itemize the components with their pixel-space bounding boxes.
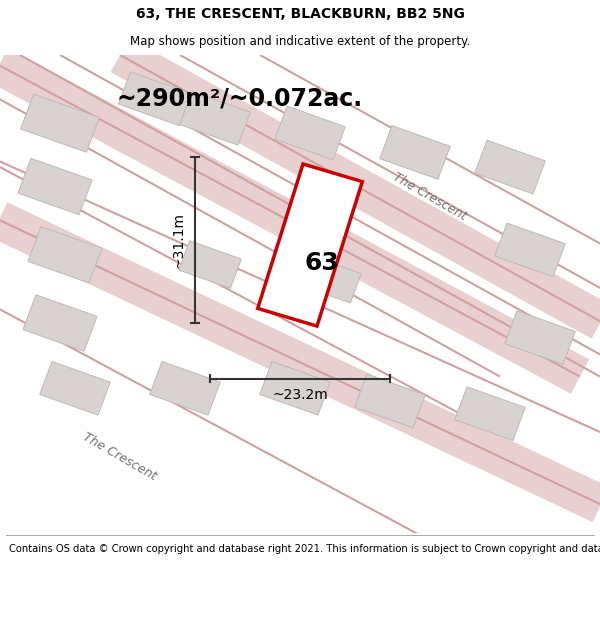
Text: 63: 63 xyxy=(305,251,340,274)
Polygon shape xyxy=(495,223,565,277)
Polygon shape xyxy=(257,164,362,326)
Polygon shape xyxy=(179,241,241,288)
Text: ~23.2m: ~23.2m xyxy=(272,388,328,402)
Text: The Crescent: The Crescent xyxy=(81,430,159,482)
Polygon shape xyxy=(40,361,110,415)
Text: The Crescent: The Crescent xyxy=(391,170,469,222)
Polygon shape xyxy=(260,361,330,415)
Polygon shape xyxy=(23,295,97,351)
Polygon shape xyxy=(150,361,220,415)
Text: Contains OS data © Crown copyright and database right 2021. This information is : Contains OS data © Crown copyright and d… xyxy=(9,544,600,554)
Polygon shape xyxy=(505,311,575,364)
Polygon shape xyxy=(28,226,102,283)
Polygon shape xyxy=(475,140,545,194)
Polygon shape xyxy=(118,72,191,126)
Polygon shape xyxy=(299,256,361,303)
Polygon shape xyxy=(20,94,100,152)
Polygon shape xyxy=(275,106,345,160)
Text: ~31.1m: ~31.1m xyxy=(172,212,186,268)
Text: ~290m²/~0.072ac.: ~290m²/~0.072ac. xyxy=(117,87,363,111)
Polygon shape xyxy=(18,158,92,215)
Text: Map shows position and indicative extent of the property.: Map shows position and indicative extent… xyxy=(130,35,470,48)
Polygon shape xyxy=(455,387,525,441)
Polygon shape xyxy=(355,374,425,428)
Text: 63, THE CRESCENT, BLACKBURN, BB2 5NG: 63, THE CRESCENT, BLACKBURN, BB2 5NG xyxy=(136,7,464,21)
Polygon shape xyxy=(180,91,250,145)
Polygon shape xyxy=(380,126,450,179)
